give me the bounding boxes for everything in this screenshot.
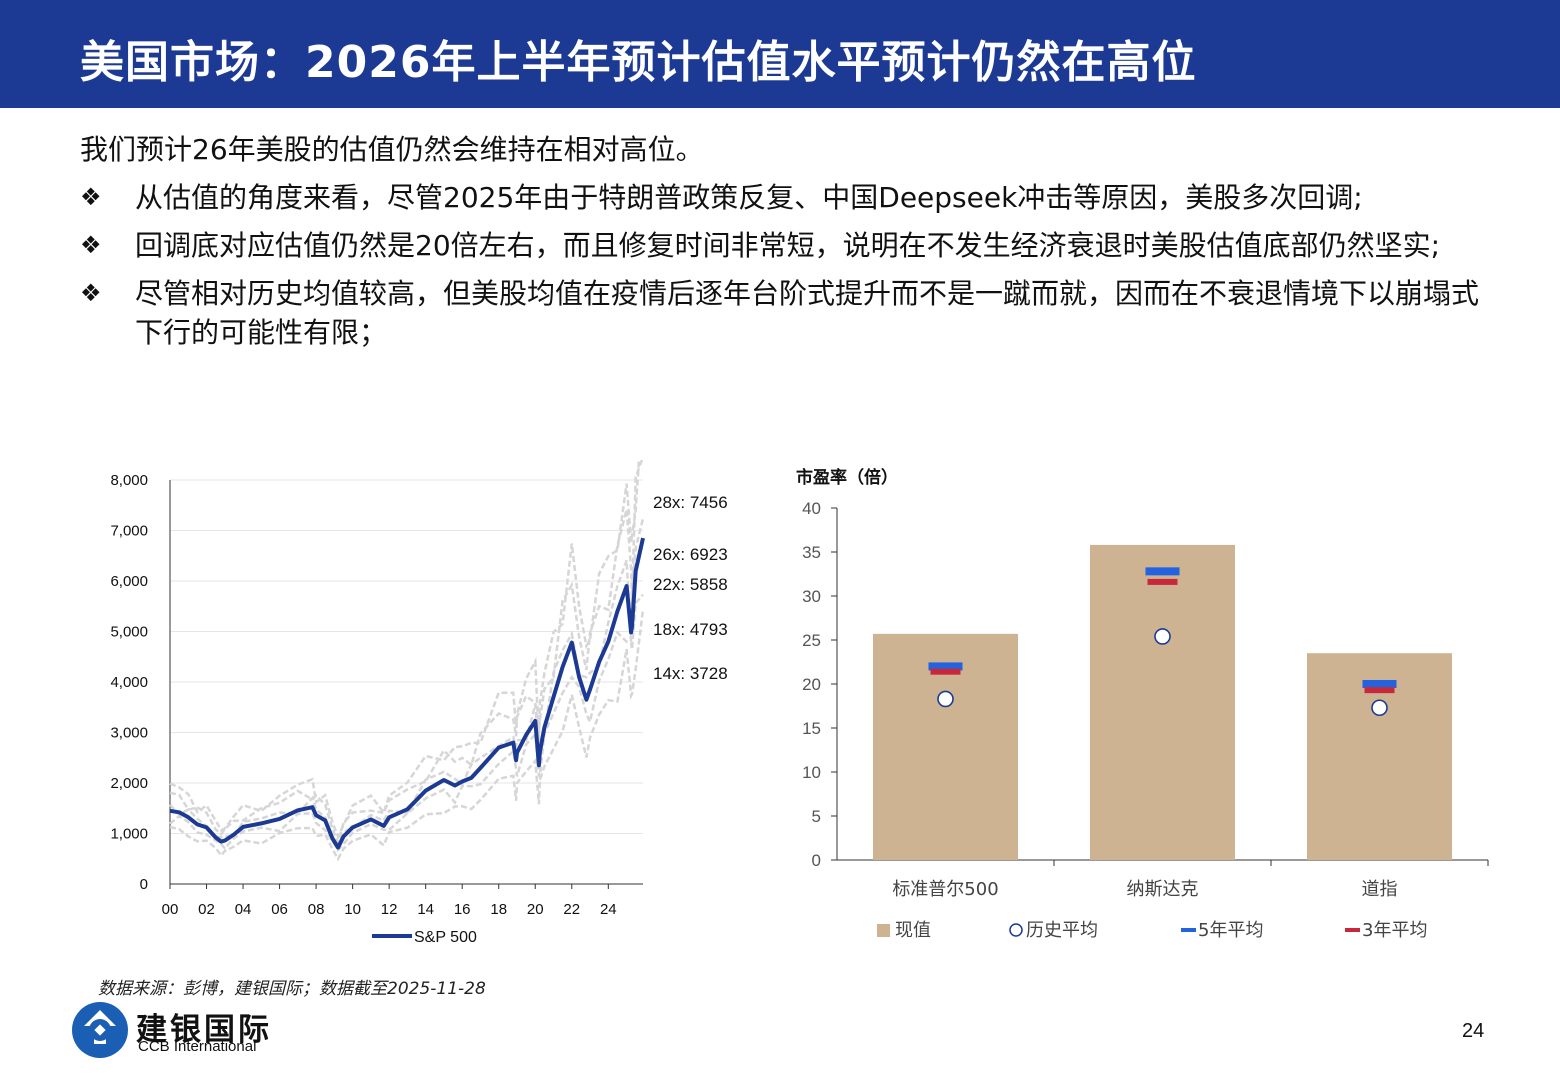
marker-5yr-avg bbox=[1145, 567, 1180, 576]
marker-3yr-avg bbox=[930, 668, 961, 675]
valuation-band-line bbox=[169, 609, 645, 862]
marker-3yr-avg bbox=[1147, 578, 1178, 585]
y-tick-label: 20 bbox=[802, 675, 821, 694]
legend-sp500-label: S&P 500 bbox=[414, 929, 477, 946]
y-tick-label: 40 bbox=[802, 499, 821, 518]
category-label: 标准普尔500 bbox=[892, 879, 998, 900]
x-tick-label: 18 bbox=[490, 901, 507, 918]
diamond-bullet-icon: ❖ bbox=[80, 231, 102, 259]
legend-5yr-swatch bbox=[1181, 928, 1196, 932]
chart-title: 市盈率（倍） bbox=[796, 467, 898, 488]
bullet-text: 回调底对应估值仍然是20倍左右，而且修复时间非常短，说明在不发生经济衰退时美股估… bbox=[135, 229, 1441, 262]
bullet-text: 从估值的角度来看，尽管2025年由于特朗普政策反复、中国Deepseek冲击等原… bbox=[135, 181, 1363, 214]
y-tick-label: 0 bbox=[812, 851, 821, 870]
logo-english-name: CCB International bbox=[138, 1038, 257, 1055]
y-tick-label: 8,000 bbox=[110, 472, 148, 489]
band-label: 22x: 5858 bbox=[653, 575, 728, 594]
legend-hist-label: 历史平均 bbox=[1026, 920, 1098, 941]
bullet-item: ❖ 从估值的角度来看，尽管2025年由于特朗普政策反复、中国Deepseek冲击等… bbox=[80, 178, 1490, 217]
y-tick-label: 30 bbox=[802, 587, 821, 606]
x-tick-label: 24 bbox=[600, 901, 617, 918]
diamond-bullet-icon: ❖ bbox=[80, 279, 102, 307]
legend-3yr-swatch bbox=[1345, 928, 1360, 932]
title-bar: 美国市场：2026年上半年预计估值水平预计仍然在高位 bbox=[0, 0, 1560, 108]
page-title: 美国市场：2026年上半年预计估值水平预计仍然在高位 bbox=[80, 37, 1197, 88]
x-tick-label: 00 bbox=[162, 901, 179, 918]
bullet-text: 尽管相对历史均值较高，但美股均值在疫情后逐年台阶式提升而不是一蹴而就，因而在不衰… bbox=[135, 277, 1480, 349]
x-tick-label: 16 bbox=[454, 901, 471, 918]
x-tick-label: 14 bbox=[417, 901, 434, 918]
legend-hist-swatch bbox=[1009, 923, 1023, 937]
y-tick-label: 25 bbox=[802, 631, 821, 650]
y-tick-label: 6,000 bbox=[110, 573, 148, 590]
bullet-item: ❖ 回调底对应估值仍然是20倍左右，而且修复时间非常短，说明在不发生经济衰退时美股… bbox=[80, 226, 1490, 265]
x-tick-label: 22 bbox=[563, 901, 580, 918]
category-label: 道指 bbox=[1362, 879, 1398, 900]
band-label: 26x: 6923 bbox=[653, 545, 728, 564]
page-number: 24 bbox=[1462, 1020, 1485, 1042]
x-tick-label: 12 bbox=[381, 901, 398, 918]
y-tick-label: 5 bbox=[812, 807, 821, 826]
bar-current bbox=[1090, 544, 1235, 860]
bullet-list: ❖ 从估值的角度来看，尽管2025年由于特朗普政策反复、中国Deepseek冲击等… bbox=[80, 178, 1490, 361]
diamond-bullet-icon: ❖ bbox=[80, 183, 102, 211]
y-tick-label: 35 bbox=[802, 543, 821, 562]
band-label: 28x: 7456 bbox=[653, 493, 728, 512]
x-tick-label: 04 bbox=[235, 901, 252, 918]
y-tick-label: 0 bbox=[140, 876, 148, 893]
marker-hist-avg bbox=[937, 690, 954, 708]
y-tick-label: 4,000 bbox=[110, 674, 148, 691]
data-source-note: 数据来源：彭博，建银国际；数据截至2025-11-28 bbox=[98, 979, 486, 999]
x-tick-label: 20 bbox=[527, 901, 544, 918]
y-tick-label: 2,000 bbox=[110, 775, 148, 792]
bullet-item: ❖ 尽管相对历史均值较高，但美股均值在疫情后逐年台阶式提升而不是一蹴而就，因而在不… bbox=[80, 274, 1490, 352]
ccb-international-logo: 建银国际 CCB International bbox=[70, 1000, 330, 1060]
sp500-series-line bbox=[169, 537, 645, 850]
legend-current-label: 现值 bbox=[895, 920, 931, 941]
y-tick-label: 3,000 bbox=[110, 725, 148, 742]
marker-hist-avg bbox=[1371, 699, 1388, 717]
logo-chinese-name: 建银国际 bbox=[136, 1012, 272, 1048]
category-label: 纳斯达克 bbox=[1127, 879, 1199, 900]
y-tick-label: 7,000 bbox=[110, 523, 148, 540]
marker-5yr-avg bbox=[1362, 680, 1397, 688]
y-tick-label: 1,000 bbox=[110, 826, 148, 843]
x-tick-label: 10 bbox=[344, 901, 361, 918]
x-tick-label: 06 bbox=[271, 901, 288, 918]
intro-text: 我们预计26年美股的估值仍然会维持在相对高位。 bbox=[80, 133, 704, 166]
y-tick-label: 5,000 bbox=[110, 624, 148, 641]
legend-3yr-label: 3年平均 bbox=[1362, 920, 1427, 941]
x-tick-label: 08 bbox=[308, 901, 325, 918]
valuation-band-line bbox=[169, 460, 644, 846]
marker-3yr-avg bbox=[1364, 687, 1395, 694]
marker-hist-avg bbox=[1154, 628, 1171, 645]
y-tick-label: 15 bbox=[802, 719, 821, 738]
legend-5yr-label: 5年平均 bbox=[1198, 920, 1263, 941]
y-tick-label: 10 bbox=[802, 763, 821, 782]
x-tick-label: 02 bbox=[198, 901, 215, 918]
ccb-logo-icon bbox=[72, 1002, 128, 1058]
sp500-valuation-chart: 0 1,000 2,000 3,000 4,000 5,000 6,000 7,000 8,00… bbox=[110, 460, 728, 946]
valuation-band-line bbox=[169, 460, 641, 840]
legend-current-swatch bbox=[877, 924, 890, 937]
valuation-band-line bbox=[169, 518, 645, 846]
marker-5yr-avg bbox=[928, 662, 963, 671]
band-label: 14x: 3728 bbox=[653, 664, 728, 683]
valuation-band-line bbox=[169, 593, 644, 853]
band-label: 18x: 4793 bbox=[653, 620, 728, 639]
